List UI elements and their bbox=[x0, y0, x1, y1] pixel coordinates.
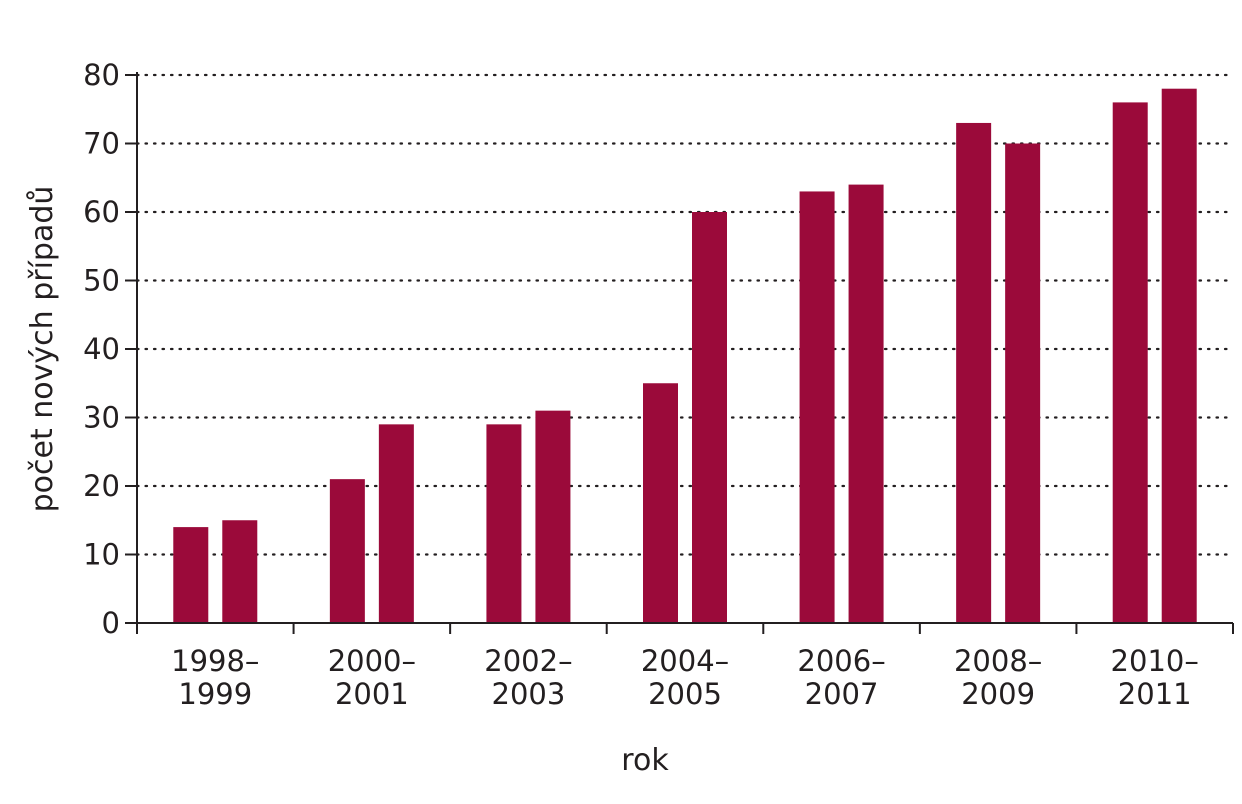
y-tick-label: 30 bbox=[83, 401, 120, 435]
bar bbox=[378, 424, 414, 623]
bar bbox=[643, 383, 678, 623]
bar bbox=[692, 212, 727, 623]
gridlines bbox=[135, 73, 1235, 556]
x-tick-label: 2008– bbox=[954, 644, 1042, 678]
bar bbox=[173, 527, 209, 623]
bar bbox=[799, 191, 835, 623]
bar bbox=[535, 410, 571, 623]
axes bbox=[125, 72, 1234, 634]
bar bbox=[1005, 143, 1041, 623]
labels: 0 10 20 30 40 50 60 70 80 1998–1999 2000–2001 2002–… bbox=[83, 58, 1199, 711]
x-tick-label: 2005 bbox=[648, 677, 722, 711]
bar bbox=[848, 184, 884, 623]
x-tick-label: 1998– bbox=[171, 644, 259, 678]
bar bbox=[222, 520, 258, 623]
bar bbox=[329, 479, 365, 623]
y-tick-label: 10 bbox=[83, 538, 120, 572]
x-tick-label: 2003 bbox=[492, 677, 566, 711]
x-tick-label: 2006– bbox=[797, 644, 885, 678]
y-tick-label: 0 bbox=[102, 606, 120, 640]
bars bbox=[173, 88, 1197, 623]
x-axis-title: rok bbox=[621, 743, 669, 778]
y-tick-label: 20 bbox=[83, 469, 120, 503]
y-tick-label: 50 bbox=[83, 264, 120, 298]
x-tick-label: 2000– bbox=[328, 644, 416, 678]
x-tick-label: 2002– bbox=[484, 644, 572, 678]
x-tick-label: 2009 bbox=[961, 677, 1035, 711]
y-tick-label: 70 bbox=[83, 127, 120, 161]
x-tick-label: 2001 bbox=[335, 677, 409, 711]
x-tick-label: 2011 bbox=[1118, 677, 1192, 711]
y-tick-label: 60 bbox=[83, 195, 120, 229]
y-axis-title: počet nových případů bbox=[25, 186, 60, 513]
x-tick-label: 2010– bbox=[1111, 644, 1199, 678]
y-tick-label: 40 bbox=[83, 332, 120, 366]
y-tick-label: 80 bbox=[83, 58, 120, 92]
x-tick-label: 2004– bbox=[641, 644, 729, 678]
bar bbox=[486, 424, 522, 623]
bar bbox=[956, 122, 992, 623]
x-tick-label: 2007 bbox=[805, 677, 879, 711]
bar bbox=[1112, 102, 1148, 623]
bar bbox=[1161, 88, 1197, 623]
x-tick-label: 1999 bbox=[178, 677, 252, 711]
